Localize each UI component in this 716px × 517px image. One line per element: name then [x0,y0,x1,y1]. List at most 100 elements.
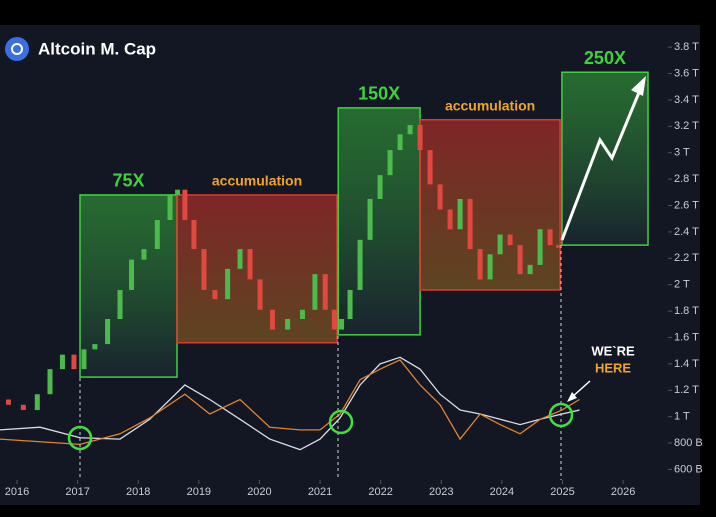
y-tick-label: 1.8 T [674,305,699,317]
candle [92,344,98,350]
zone [561,71,649,246]
zone-label: 75X [112,171,144,191]
candle [182,189,188,221]
x-tick-label: 2025 [550,486,574,498]
candle [507,234,513,246]
candle [154,220,160,250]
x-tick-label: 2017 [65,486,89,498]
x-tick-label: 2026 [611,486,635,498]
candle [129,259,135,290]
candle [20,404,26,411]
axes: 600 B 800 B 1 T 1.2 T 1.4 T 1.6 T 1.8 T 2 T 2.2 … [5,41,703,498]
candle [212,289,218,300]
candle [141,249,147,260]
indicator-line [0,359,580,446]
zone-label: 150X [358,84,400,104]
candle [537,229,543,265]
candle [257,279,263,310]
candle [81,349,87,370]
candle [71,354,77,370]
x-tick-label: 2021 [308,486,332,498]
y-tick-label: 2.6 T [674,199,699,211]
candle [59,354,65,370]
candle [417,125,423,151]
candle [556,245,562,248]
y-tick-label: 3 T [674,147,690,159]
candle [331,309,337,330]
y-tick-label: 3.4 T [674,94,699,106]
candle [517,245,523,275]
pointer-head [567,392,577,402]
zone [176,194,338,344]
candle [457,198,463,230]
y-tick-label: 1 T [674,411,690,423]
zone-label: 250X [584,48,626,68]
zone-label: accumulation [445,97,535,113]
y-tick-label: 1.4 T [674,358,699,370]
candle [237,249,243,269]
chart-title: Altcoin M. Cap [38,39,156,58]
x-tick-label: 2016 [5,486,29,498]
arrow-head [631,76,646,96]
candle [34,394,40,411]
indicators [0,356,580,451]
y-tick-label: 3.8 T [674,41,699,53]
candle [387,150,393,176]
y-tick-label: 2.2 T [674,252,699,264]
candles [5,125,562,411]
candle [487,254,493,280]
candle [547,229,553,246]
candle [447,209,453,230]
annotation: HERE [595,360,631,375]
y-tick-label: 600 B [674,463,703,475]
candle [367,198,373,240]
circles [67,402,574,451]
candle [299,309,305,320]
candle [285,319,291,330]
candle [377,175,383,199]
candle [347,289,353,320]
candle [201,249,207,290]
candle [357,239,363,290]
y-tick-label: 1.2 T [674,384,699,396]
candle [322,274,328,310]
x-tick-label: 2019 [187,486,211,498]
y-tick-label: 1.6 T [674,331,699,343]
annotation: WE`RE [591,343,635,358]
logo [5,37,29,61]
logo-mark [11,43,23,55]
candle [175,189,181,195]
y-tick-label: 2.4 T [674,226,699,238]
candle [467,198,473,250]
y-tick-label: 3.2 T [674,120,699,132]
candle [247,249,253,280]
candle [527,264,533,275]
candle [407,125,413,135]
candle [167,194,173,221]
zone-label: accumulation [212,173,302,189]
circle-marker [548,402,574,428]
candle [117,289,123,320]
circle-marker [328,409,354,435]
x-tick-label: 2024 [490,486,514,498]
candle [47,369,53,395]
y-tick-label: 3.6 T [674,67,699,79]
candle [437,184,443,210]
candle [312,274,318,310]
x-tick-label: 2018 [126,486,150,498]
candle [105,319,111,345]
candle [269,309,275,330]
projection-arrow [560,89,642,241]
y-tick-label: 2 T [674,279,690,291]
candle [427,150,433,185]
zone [79,194,178,378]
y-tick-label: 2.8 T [674,173,699,185]
candle [477,249,483,280]
x-tick-label: 2022 [368,486,392,498]
markers [79,245,562,480]
indicator-line [0,356,580,451]
candle [339,319,345,330]
candle [191,220,197,250]
